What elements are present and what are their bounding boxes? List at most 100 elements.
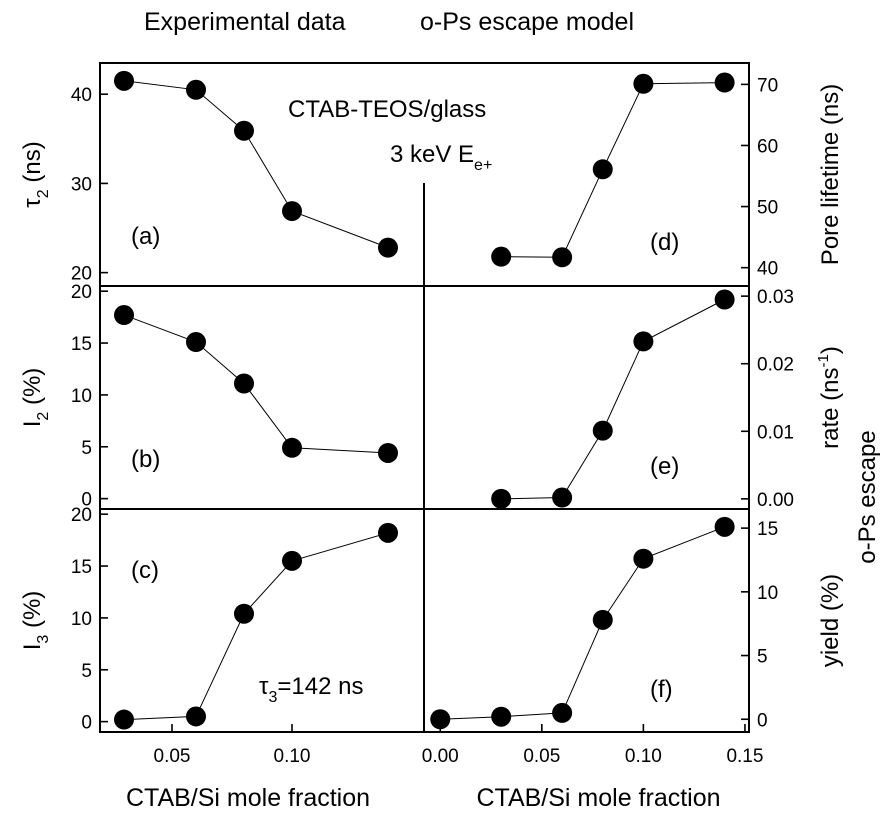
panel-label-f: (f) bbox=[650, 676, 673, 703]
ytick-label-e-2: 0.02 bbox=[757, 355, 794, 376]
tau3-annotation: τ3=142 ns bbox=[259, 673, 363, 706]
yaxis-label-sup-e: -1 bbox=[815, 354, 832, 367]
panel-d: 40 50 60 70 (d) Pore lifetime (ns) bbox=[491, 72, 844, 280]
data-point-a-3 bbox=[282, 201, 302, 222]
tau3-symbol: τ bbox=[259, 673, 269, 700]
tau3-sub: 3 bbox=[268, 689, 277, 706]
ytick-label-e-3: 0.03 bbox=[757, 287, 794, 308]
data-point-d-1 bbox=[552, 247, 573, 268]
xaxis-label-f: CTAB/Si mole fraction bbox=[476, 784, 720, 812]
yaxis-label-f: yield (%) bbox=[817, 574, 844, 667]
yaxis-label-rest-c: (%) bbox=[19, 591, 46, 635]
data-point-c-4 bbox=[378, 522, 398, 543]
yaxis-label-rest-a: (ns) bbox=[19, 141, 46, 189]
ytick-label-f-0: 0 bbox=[757, 710, 768, 731]
data-point-a-0 bbox=[114, 70, 134, 91]
data-point-b-4 bbox=[378, 442, 398, 463]
energy-annotation: 3 keV Ee+ bbox=[390, 141, 492, 174]
energy-annotation-sub: e+ bbox=[474, 157, 492, 174]
panel-label-b: (b) bbox=[131, 446, 160, 473]
ytick-label-e-1: 0.01 bbox=[757, 422, 794, 443]
data-point-a-4 bbox=[378, 237, 398, 258]
data-point-c-2 bbox=[234, 603, 254, 624]
tau3-value: =142 ns bbox=[277, 673, 363, 700]
panel-label-d: (d) bbox=[650, 229, 679, 256]
ytick-label-b-2: 10 bbox=[71, 386, 92, 407]
data-point-e-4 bbox=[714, 289, 735, 310]
series-line-e bbox=[501, 299, 725, 500]
ytick-label-d-1: 50 bbox=[757, 198, 778, 219]
yaxis-label-main-f: yield (%) bbox=[817, 574, 844, 667]
data-point-c-0 bbox=[114, 709, 134, 730]
ytick-label-c-3: 15 bbox=[71, 557, 92, 578]
yaxis-label-main-c: I bbox=[19, 644, 46, 651]
data-point-a-2 bbox=[234, 120, 254, 141]
ytick-label-b-1: 5 bbox=[81, 438, 92, 459]
sample-annotation: CTAB-TEOS/glass bbox=[288, 96, 486, 123]
data-point-c-3 bbox=[282, 550, 302, 571]
yaxis-label-main-e: rate (ns bbox=[817, 367, 844, 448]
panel-a: 20 30 40 (a) τ2 (ns) bbox=[19, 70, 398, 285]
xtick-label-f-2: 0.10 bbox=[625, 746, 662, 767]
ytick-label-d-3: 70 bbox=[757, 75, 778, 96]
ytick-label-a-2: 40 bbox=[71, 85, 92, 106]
yaxis-label-c: I3 (%) bbox=[19, 591, 52, 651]
data-point-e-0 bbox=[491, 488, 512, 509]
shared-right-label: o-Ps escape bbox=[854, 430, 881, 563]
yaxis-label-b: I2 (%) bbox=[19, 368, 52, 428]
panel-e: 0.00 0.01 0.02 0.03 (e) rate (ns-1) bbox=[491, 287, 844, 511]
ytick-label-f-3: 15 bbox=[757, 519, 778, 540]
panel-b: 0 5 10 15 20 (b) I2 (%) bbox=[19, 282, 398, 511]
ytick-label-a-0: 20 bbox=[71, 264, 92, 285]
yaxis-label-main-b: I bbox=[19, 421, 46, 428]
data-point-e-2 bbox=[592, 420, 613, 441]
yaxis-label-sub-a: 2 bbox=[35, 189, 52, 198]
yaxis-label-rest-e: ) bbox=[817, 346, 844, 354]
data-point-d-4 bbox=[714, 72, 735, 93]
data-point-f-5 bbox=[714, 516, 735, 537]
data-point-d-3 bbox=[633, 73, 654, 94]
ytick-label-d-0: 40 bbox=[757, 259, 778, 280]
yaxis-label-e: rate (ns-1) bbox=[815, 346, 844, 449]
series-line-d bbox=[501, 82, 725, 258]
data-point-b-3 bbox=[282, 437, 302, 458]
yaxis-label-a: τ2 (ns) bbox=[19, 141, 52, 207]
yaxis-label-main-a: τ bbox=[19, 198, 46, 208]
data-point-d-0 bbox=[491, 246, 512, 267]
yaxis-label-d: Pore lifetime (ns) bbox=[817, 84, 844, 265]
panel-f: 0 5 10 15 0.00 0.05 0.10 0.15 CTAB/Si mole fract… bbox=[422, 516, 844, 812]
yaxis-label-sub-b: 2 bbox=[35, 412, 52, 421]
data-point-b-2 bbox=[234, 373, 254, 394]
yaxis-label-sub-c: 3 bbox=[35, 635, 52, 644]
ytick-label-c-4: 20 bbox=[71, 505, 92, 526]
data-point-c-1 bbox=[186, 706, 206, 727]
data-point-b-1 bbox=[186, 332, 206, 353]
xtick-label-c-0: 0.05 bbox=[154, 746, 191, 767]
xtick-label-f-1: 0.05 bbox=[523, 746, 560, 767]
data-point-f-4 bbox=[633, 548, 654, 569]
xtick-label-f-0: 0.00 bbox=[422, 746, 459, 767]
panel-label-c: (c) bbox=[131, 557, 159, 584]
ytick-label-c-2: 10 bbox=[71, 609, 92, 630]
panel-label-a: (a) bbox=[131, 223, 160, 250]
xtick-label-f-3: 0.15 bbox=[726, 746, 763, 767]
ytick-label-f-2: 10 bbox=[757, 583, 778, 604]
ytick-label-f-1: 5 bbox=[757, 647, 768, 668]
ytick-label-b-0: 0 bbox=[81, 490, 92, 511]
data-point-e-1 bbox=[552, 487, 573, 508]
data-point-b-0 bbox=[114, 305, 134, 326]
xtick-label-c-1: 0.10 bbox=[274, 746, 311, 767]
data-point-d-2 bbox=[592, 159, 613, 180]
series-line-f bbox=[440, 526, 725, 720]
ytick-label-b-3: 15 bbox=[71, 334, 92, 355]
data-point-f-2 bbox=[552, 702, 573, 723]
data-point-a-1 bbox=[186, 79, 206, 100]
header-experimental-data: Experimental data bbox=[144, 8, 346, 36]
xaxis-label-c: CTAB/Si mole fraction bbox=[126, 784, 370, 812]
ytick-label-b-4: 20 bbox=[71, 282, 92, 303]
ytick-label-e-0: 0.00 bbox=[757, 490, 794, 511]
data-point-f-0 bbox=[430, 709, 451, 730]
data-point-e-3 bbox=[633, 331, 654, 352]
